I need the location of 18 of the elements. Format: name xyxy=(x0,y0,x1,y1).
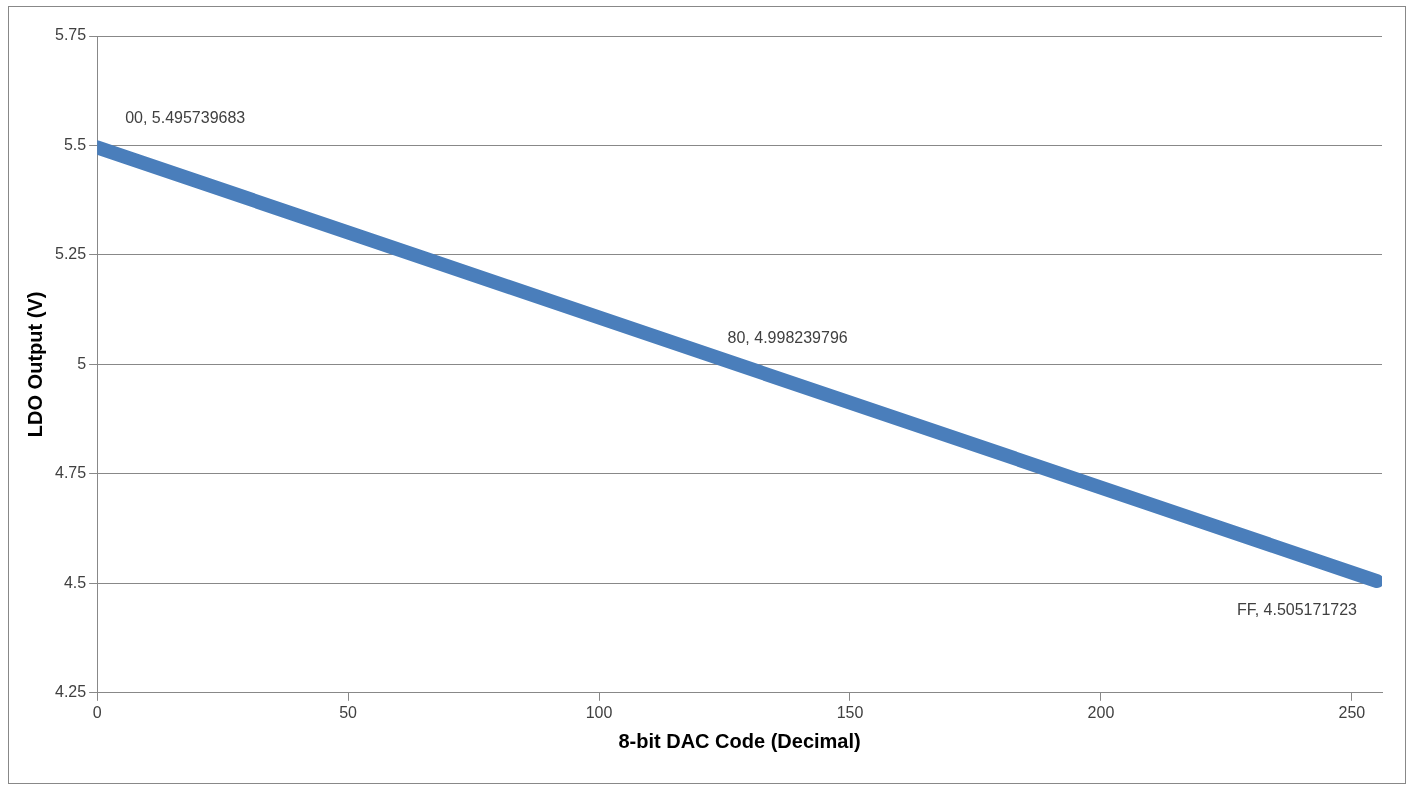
annotation: FF, 4.505171723 xyxy=(1236,601,1358,619)
y-tick-label: 4.25 xyxy=(55,683,87,701)
x-tick-label: 250 xyxy=(1338,703,1366,721)
y-tick-label: 5.25 xyxy=(55,245,87,263)
x-tick-label: 100 xyxy=(585,703,613,721)
x-axis-title: 8-bit DAC Code (Decimal) xyxy=(618,729,861,752)
y-tick-label: 5 xyxy=(77,354,87,372)
x-tick-label: 200 xyxy=(1087,703,1115,721)
x-tick-label: 50 xyxy=(339,703,358,721)
y-tick-label: 5.75 xyxy=(55,26,87,44)
y-tick-label: 5.5 xyxy=(63,135,87,153)
annotation: 00, 5.495739683 xyxy=(125,109,246,127)
y-axis-title: LDO Output (V) xyxy=(23,291,46,438)
y-tick-label: 4.5 xyxy=(63,573,87,591)
annotation: 80, 4.998239796 xyxy=(727,329,848,347)
x-tick-label: 150 xyxy=(836,703,864,721)
x-tick-label: 0 xyxy=(92,703,102,721)
y-tick-label: 4.75 xyxy=(55,464,87,482)
